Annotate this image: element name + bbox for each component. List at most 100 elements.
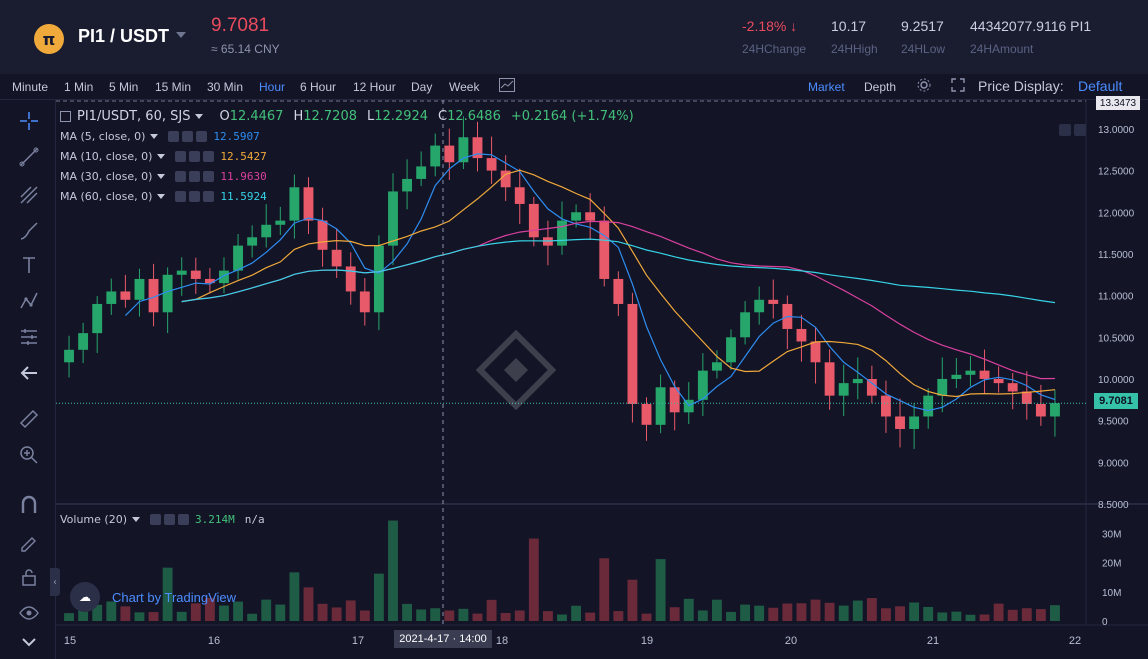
interval-day[interactable]: Day [411, 80, 433, 94]
unlock-icon[interactable] [16, 564, 42, 590]
crosshair-icon[interactable] [16, 108, 42, 134]
chevron-down-icon[interactable] [176, 32, 186, 38]
candle-body [289, 187, 300, 221]
interval-week[interactable]: Week [449, 80, 480, 94]
candle-body [373, 245, 384, 313]
volume-bar [261, 599, 272, 621]
close-icon[interactable] [178, 514, 189, 525]
volume-bar [148, 612, 159, 621]
volume-label[interactable]: Volume (20) [60, 513, 127, 526]
ma5-legend: MA (5, close, 0) 12.5907 [60, 130, 260, 143]
eye-icon[interactable] [16, 600, 42, 626]
interval-1min[interactable]: 1 Min [64, 80, 94, 94]
candle-body [768, 299, 779, 304]
interval-30min[interactable]: 30 Min [207, 80, 244, 94]
back-arrow-icon[interactable] [16, 360, 42, 386]
chevron-down-icon[interactable] [132, 517, 140, 522]
zoom-in-icon[interactable] [16, 442, 42, 468]
magnet-icon[interactable] [16, 492, 42, 518]
collapse-legend-icon[interactable] [60, 111, 71, 122]
trend-line-icon[interactable] [16, 144, 42, 170]
close-icon[interactable] [203, 191, 215, 202]
lock-drawing-icon[interactable] [16, 528, 42, 554]
interval-6hour[interactable]: 6 Hour [300, 80, 337, 94]
volume-bar [345, 600, 356, 621]
chevron-down-icon[interactable] [150, 134, 159, 139]
eye-icon[interactable] [175, 151, 187, 162]
close-label: C [438, 109, 448, 124]
volume-bar [881, 608, 891, 621]
interval-hour[interactable]: Hour [259, 80, 286, 94]
collapse-toolbar-icon[interactable]: ‹ [50, 568, 60, 596]
tradingview-label[interactable]: Chart by TradingView [112, 589, 237, 605]
pitchfork-icon[interactable] [16, 182, 42, 208]
eye-icon[interactable] [175, 191, 187, 202]
interval-minute[interactable]: Minute [12, 80, 49, 94]
close-icon[interactable] [203, 151, 215, 162]
eye-icon[interactable] [168, 131, 180, 142]
gear-icon[interactable] [189, 151, 201, 162]
ma-label[interactable]: MA (5, close, 0) [60, 130, 146, 143]
indicators-icon[interactable] [499, 78, 515, 95]
candle-body [993, 378, 1004, 384]
volume-bar [697, 610, 708, 621]
chevron-down-icon[interactable] [157, 174, 166, 179]
interval-5min[interactable]: 5 Min [109, 80, 139, 94]
measure-icon[interactable] [16, 324, 42, 350]
volume-bar [1007, 609, 1018, 621]
ruler-icon[interactable] [16, 406, 42, 432]
ma-label[interactable]: MA (10, close, 0) [60, 150, 153, 163]
chevron-down-icon[interactable] [195, 114, 204, 119]
settings-gear-icon[interactable] [917, 78, 931, 95]
chart-toolbar: Minute 1 Min 5 Min 15 Min 30 Min Hour 6 … [0, 74, 1148, 100]
interval-12hour[interactable]: 12 Hour [353, 80, 396, 94]
depth-tab[interactable]: Depth [864, 80, 897, 94]
pane-close-icon[interactable] [1074, 124, 1086, 136]
ma10-legend: MA (10, close, 0) 12.5427 [60, 150, 267, 163]
date-tick-label: 22 [1069, 635, 1081, 647]
high-value: 10.17 [831, 18, 867, 34]
volume-bar [416, 609, 427, 621]
eye-icon[interactable] [175, 171, 187, 182]
gear-icon[interactable] [189, 171, 201, 182]
candle-body [866, 378, 877, 396]
gear-icon[interactable] [189, 191, 201, 202]
symbol-label[interactable]: PI1/USDT, 60, SJS [77, 109, 191, 124]
chart-area[interactable]: 13.0000 12.5000 12.0000 11.5000 11.0000 10.50… [50, 96, 1148, 659]
price-tick-label: 11.5000 [1098, 250, 1134, 261]
volume-bar [1050, 605, 1060, 621]
market-tab[interactable]: Market [808, 80, 845, 94]
candle-body [585, 212, 596, 221]
volume-bar [134, 612, 145, 621]
tradingview-badge[interactable]: ☁ Chart by TradingView [70, 582, 236, 612]
price-display-select[interactable]: Default [1078, 78, 1123, 94]
eye-icon[interactable] [150, 514, 161, 525]
close-icon[interactable] [203, 171, 215, 182]
pair-selector[interactable]: PI1 / USDT [78, 26, 170, 46]
pattern-icon[interactable] [16, 288, 42, 314]
text-icon[interactable] [16, 252, 42, 278]
volume-bar [782, 603, 793, 621]
date-tick-label: 16 [208, 635, 220, 647]
candle-body [951, 374, 962, 379]
volume-bar [951, 611, 962, 621]
chevron-down-icon[interactable] [16, 629, 42, 655]
interval-15min[interactable]: 15 Min [155, 80, 192, 94]
ma-label[interactable]: MA (30, close, 0) [60, 170, 153, 183]
ma-value: 12.5907 [213, 130, 260, 143]
volume-bar [331, 607, 342, 621]
volume-bar [430, 608, 441, 621]
gear-icon[interactable] [164, 514, 175, 525]
candle-body [233, 245, 243, 271]
gear-icon[interactable] [182, 131, 194, 142]
volume-bar [824, 602, 835, 621]
chart-canvas[interactable]: 13.0000 12.5000 12.0000 11.5000 11.0000 10.50… [56, 100, 1148, 659]
fullscreen-icon[interactable] [951, 78, 965, 95]
chevron-down-icon[interactable] [157, 154, 166, 159]
volume-bar [162, 567, 173, 621]
close-icon[interactable] [196, 131, 208, 142]
ma-label[interactable]: MA (60, close, 0) [60, 190, 153, 203]
chevron-down-icon[interactable] [157, 194, 166, 199]
brush-icon[interactable] [16, 218, 42, 244]
pane-maximize-icon[interactable] [1059, 124, 1071, 136]
